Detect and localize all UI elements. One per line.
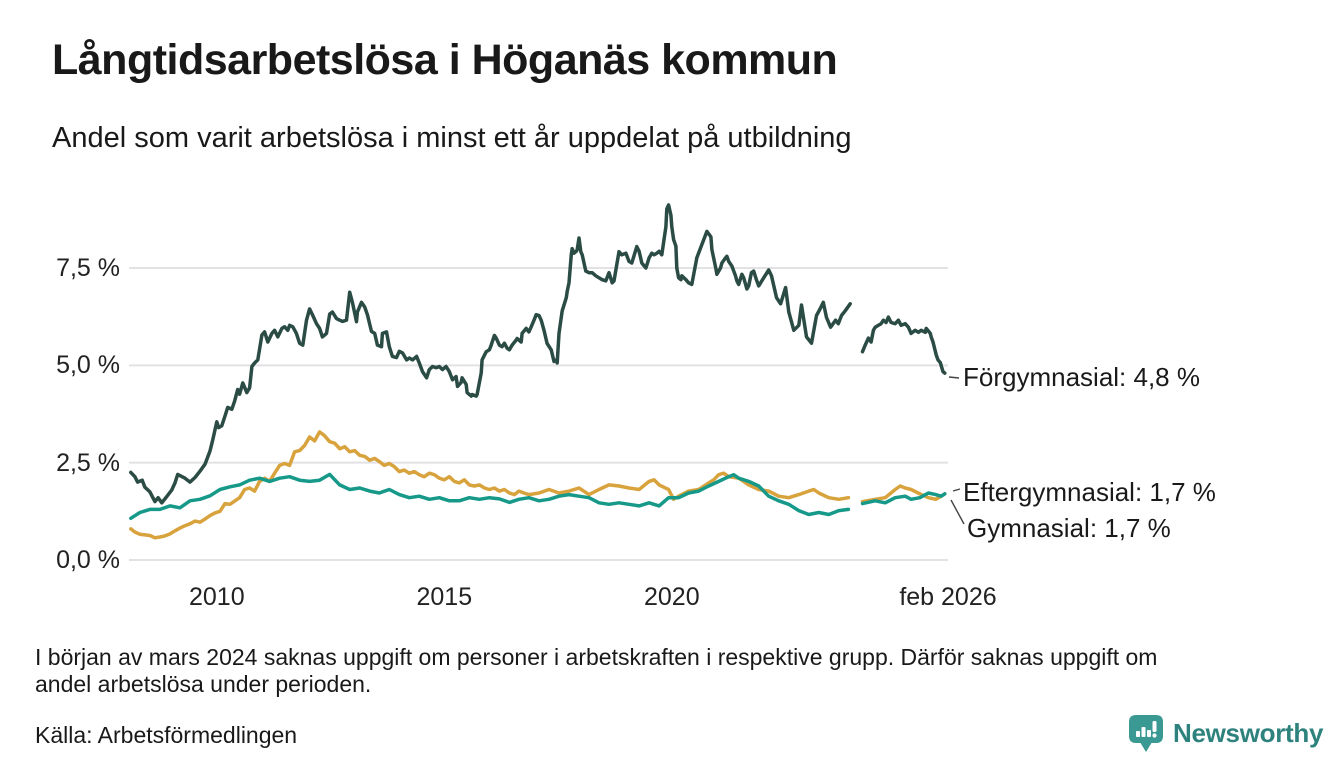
newsworthy-logo: Newsworthy xyxy=(1128,714,1323,753)
x-axis-tick-label: 2015 xyxy=(416,583,473,611)
page-title: Långtidsarbetslösa i Höganäs kommun xyxy=(52,36,838,84)
series-line-förgymnasial xyxy=(860,315,947,375)
annotation-connector xyxy=(948,376,960,379)
y-axis-tick-label: 7,5 % xyxy=(56,254,120,283)
series-end-label-forgymnasial: Förgymnasial: 4,8 % xyxy=(963,362,1200,392)
x-axis-tick-label: feb 2026 xyxy=(899,583,997,611)
source-text: Källa: Arbetsförmedlingen xyxy=(35,722,298,748)
y-axis-tick-label: 5,0 % xyxy=(56,351,120,380)
newsworthy-logo-text: Newsworthy xyxy=(1173,718,1324,748)
series-end-label-eftergymnasial: Eftergymnasial: 1,7 % xyxy=(963,477,1216,507)
x-axis-tick-label: 2010 xyxy=(189,583,245,611)
series-line-eftergymnasial xyxy=(860,491,947,506)
series-end-label-gymnasial: Gymnasial: 1,7 % xyxy=(967,513,1171,543)
annotation-connector xyxy=(952,488,961,492)
series-line-gymnasial xyxy=(860,484,947,504)
series-line-gymnasial xyxy=(129,430,851,540)
x-axis-tick-label: 2020 xyxy=(644,583,700,611)
footnote-text: I början av mars 2024 saknas uppgift om … xyxy=(35,644,1158,697)
series-line-förgymnasial xyxy=(129,203,852,505)
page-subtitle: Andel som varit arbetslösa i minst ett å… xyxy=(52,122,852,154)
newsworthy-logo-icon xyxy=(1129,715,1163,752)
y-axis-tick-label: 0,0 % xyxy=(56,546,120,574)
series-line-eftergymnasial xyxy=(129,472,851,521)
y-axis-tick-label: 2,5 % xyxy=(56,448,120,477)
